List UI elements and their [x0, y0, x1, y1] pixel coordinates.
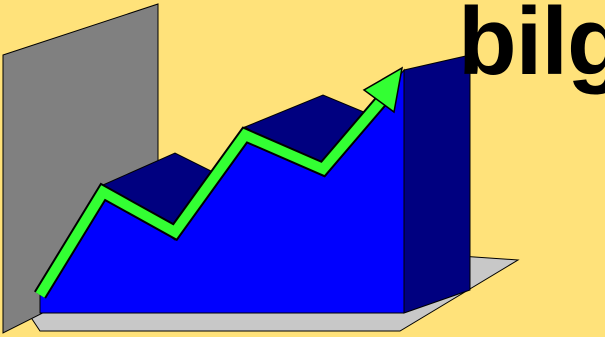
growth-arrow-head: [362, 66, 404, 114]
growth-arrow-line-fill: [35, 96, 386, 298]
slide-title-text: bilg: [458, 0, 605, 95]
